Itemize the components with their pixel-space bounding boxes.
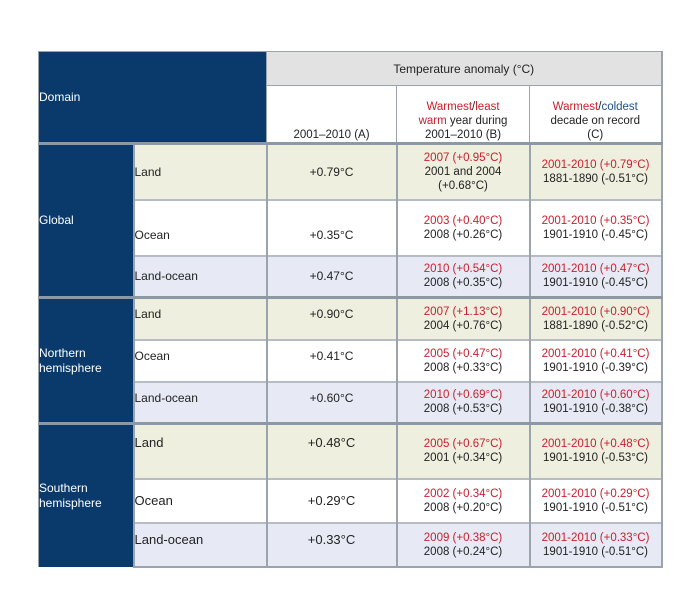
value-a: +0.90°C [265, 296, 397, 340]
col-a-header: 2001–2010 (A) [266, 85, 398, 144]
table-row: Ocean +0.41°C 2005 (+0.47°C) 2008 (+0.33… [39, 338, 663, 382]
value-b: 2005 (+0.67°C) 2001 (+0.34°C) [395, 422, 530, 479]
domain-southern-hemisphere: Southern hemisphere [38, 422, 134, 567]
value-a: +0.33°C [265, 521, 397, 568]
row-type-label: Land-ocean [132, 254, 267, 298]
value-c: 2001-2010 (+0.90°C) 1881-1890 (-0.52°C) [528, 296, 663, 340]
value-b: 2009 (+0.38°C) 2008 (+0.24°C) [395, 521, 530, 568]
value-c: 2001-2010 (+0.29°C) 1901-1910 (-0.51°C) [528, 477, 663, 523]
value-a: +0.60°C [265, 380, 397, 424]
row-type-label: Land-ocean [132, 521, 267, 568]
value-c: 2001-2010 (+0.79°C) 1881-1890 (-0.51°C) [528, 142, 663, 200]
table-row: Northern hemisphere Land +0.90°C 2007 (+… [38, 296, 663, 424]
value-c: 2001-2010 (+0.60°C) 1901-1910 (-0.38°C) [528, 380, 663, 424]
value-b: 2007 (+1.13°C) 2004 (+0.76°C) [395, 296, 530, 340]
value-c: 2001-2010 (+0.35°C) 1901-1910 (-0.45°C) [528, 198, 663, 256]
table-row: Ocean +0.35°C 2003 (+0.40°C) 2008 (+0.26… [39, 198, 663, 256]
row-type-label: Ocean [132, 338, 267, 382]
col-b-header: Warmest/least warm year during 2001–2010… [396, 85, 531, 144]
value-c: 2001-2010 (+0.47°C) 1901-1910 (-0.45°C) [528, 254, 663, 298]
row-type-label: Land [132, 422, 267, 479]
col-c-header: Warmest/coldest decade on record (C) [529, 85, 663, 144]
table-row: Global Land +0.79°C 2007 (+0.95°C) 2001 … [38, 142, 663, 298]
value-b: 2010 (+0.69°C) 2008 (+0.53°C) [395, 380, 530, 424]
value-b: 2003 (+0.40°C) 2008 (+0.26°C) [395, 198, 530, 256]
row-type-label: Land [132, 142, 267, 200]
domain-header: Domain [37, 51, 268, 144]
domain-northern-hemisphere: Northern hemisphere [38, 296, 134, 424]
row-type-label: Ocean [132, 198, 267, 256]
value-a: +0.29°C [265, 477, 397, 523]
value-c: 2001-2010 (+0.41°C) 1901-1910 (-0.39°C) [528, 338, 663, 382]
table-row: Land-ocean +0.33°C 2009 (+0.38°C) 2008 (… [39, 521, 663, 568]
value-b: 2002 (+0.34°C) 2008 (+0.20°C) [395, 477, 530, 523]
value-c: 2001-2010 (+0.48°C) 1901-1910 (-0.53°C) [528, 422, 663, 479]
value-a: +0.47°C [265, 254, 397, 298]
row-type-label: Ocean [132, 477, 267, 523]
table-row: Ocean +0.29°C 2002 (+0.34°C) 2008 (+0.20… [39, 477, 663, 523]
value-a: +0.79°C [265, 142, 397, 200]
value-a: +0.48°C [265, 422, 397, 479]
row-type-label: Land-ocean [132, 380, 267, 424]
temperature-anomaly-header: Temperature anomaly (°C) [266, 51, 663, 86]
value-a: +0.35°C [265, 198, 397, 256]
value-c: 2001-2010 (+0.33°C) 1901-1910 (-0.51°C) [528, 521, 663, 568]
value-a: +0.41°C [265, 338, 397, 382]
table-row: Southern hemisphere Land +0.48°C 2005 (+… [38, 422, 663, 567]
table-row: Land-ocean +0.47°C 2010 (+0.54°C) 2008 (… [39, 254, 663, 298]
value-b: 2010 (+0.54°C) 2008 (+0.35°C) [395, 254, 530, 298]
domain-global: Global [38, 142, 134, 298]
temperature-anomaly-table: Domain Temperature anomaly (°C) 2001–201… [37, 51, 663, 568]
value-b: 2005 (+0.47°C) 2008 (+0.33°C) [395, 338, 530, 382]
row-type-label: Land [132, 296, 267, 340]
table-row: Land-ocean +0.60°C 2010 (+0.69°C) 2008 (… [39, 380, 663, 424]
value-b: 2007 (+0.95°C) 2001 and 2004 (+0.68°C) [395, 142, 530, 200]
